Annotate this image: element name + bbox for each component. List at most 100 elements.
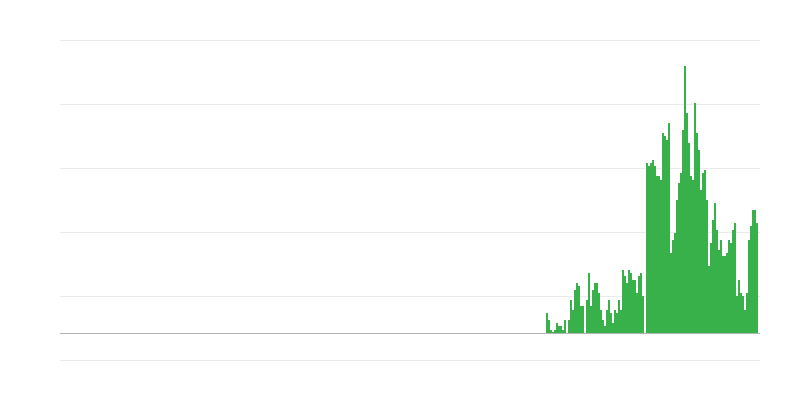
bar — [750, 226, 752, 333]
bar — [562, 330, 564, 333]
bar — [686, 113, 688, 333]
bar — [654, 166, 656, 333]
bar — [634, 280, 636, 333]
bar — [626, 283, 628, 333]
bar — [698, 150, 700, 333]
bar — [660, 180, 662, 333]
bar — [624, 276, 626, 333]
bar — [552, 332, 554, 333]
bar — [742, 296, 744, 333]
bar — [694, 103, 696, 333]
bar — [680, 173, 682, 333]
bar — [606, 310, 608, 333]
gridlines — [60, 40, 760, 361]
bar — [604, 326, 606, 333]
bar — [676, 200, 678, 333]
bar — [668, 123, 670, 333]
bar — [688, 143, 690, 333]
bar — [754, 210, 756, 333]
bar — [586, 300, 588, 333]
bar — [706, 200, 708, 333]
bar — [662, 133, 664, 333]
bar — [582, 306, 584, 333]
bar — [658, 176, 660, 333]
bar — [578, 286, 580, 333]
bar — [692, 180, 694, 333]
bar — [574, 290, 576, 333]
bar — [564, 320, 566, 333]
bar — [700, 190, 702, 333]
bar — [638, 276, 640, 333]
bar — [714, 203, 716, 333]
bar — [664, 136, 666, 333]
bar — [576, 283, 578, 333]
bar — [648, 166, 650, 333]
bar — [704, 170, 706, 333]
bar — [718, 250, 720, 333]
bar — [722, 256, 724, 333]
bar — [724, 256, 726, 333]
bar — [702, 173, 704, 333]
bar — [558, 326, 560, 333]
bar — [556, 323, 558, 333]
bar — [710, 243, 712, 333]
bar — [622, 270, 624, 333]
bar — [666, 140, 668, 333]
bar — [620, 310, 622, 333]
bar — [738, 280, 740, 333]
bar — [608, 300, 610, 333]
bar — [728, 240, 730, 333]
bar — [600, 310, 602, 333]
bar — [546, 313, 548, 333]
bar — [736, 296, 738, 333]
bar — [732, 230, 734, 333]
bar — [752, 210, 754, 333]
bar — [708, 266, 710, 333]
bar — [716, 230, 718, 333]
bar — [616, 313, 618, 333]
bar — [748, 240, 750, 333]
bar — [726, 253, 728, 333]
bar — [630, 273, 632, 333]
bar — [598, 293, 600, 333]
bar — [636, 293, 638, 333]
bar — [678, 183, 680, 333]
bar — [628, 270, 630, 333]
bar — [572, 310, 574, 333]
bar — [734, 223, 736, 333]
bar — [602, 320, 604, 333]
bar — [590, 306, 592, 333]
bar — [614, 310, 616, 333]
bar — [646, 163, 648, 333]
bar — [656, 176, 658, 333]
bar — [568, 320, 570, 333]
bar — [670, 253, 672, 333]
bar — [690, 176, 692, 333]
bar — [696, 133, 698, 333]
bar — [744, 310, 746, 333]
bar — [684, 66, 686, 333]
bar — [554, 330, 556, 333]
bar — [746, 293, 748, 333]
bar — [548, 320, 550, 333]
bar — [570, 300, 572, 333]
bar — [632, 280, 634, 333]
bar — [550, 330, 552, 333]
bar — [650, 163, 652, 333]
bar — [740, 293, 742, 333]
bar — [560, 326, 562, 333]
bar — [610, 313, 612, 333]
bar — [642, 296, 644, 333]
bar — [594, 283, 596, 333]
bar — [618, 300, 620, 333]
bar — [652, 160, 654, 333]
bar — [580, 306, 582, 333]
bar — [612, 323, 614, 333]
bar — [640, 273, 642, 333]
bars — [546, 66, 758, 333]
bar — [596, 283, 598, 333]
bar — [730, 243, 732, 333]
bar — [720, 240, 722, 333]
bar — [756, 223, 758, 333]
